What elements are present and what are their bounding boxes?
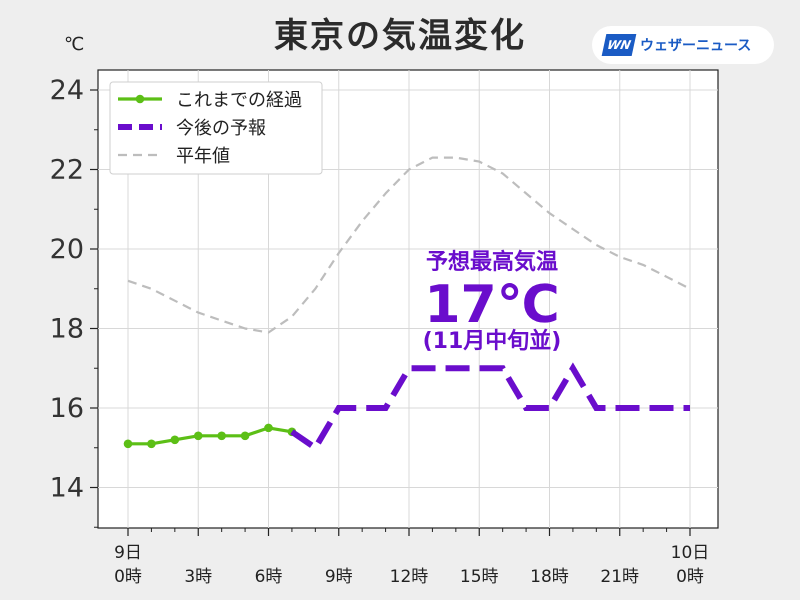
legend-box xyxy=(109,81,323,175)
legend-swatch-marker xyxy=(135,94,145,104)
x-tick-label: 15時 xyxy=(460,567,499,587)
y-tick-label: 18 xyxy=(50,314,84,345)
series-point xyxy=(240,431,250,441)
series-point xyxy=(193,431,203,441)
y-tick-label: 20 xyxy=(50,234,84,265)
weathernews-logo-text: ウェザーニュース xyxy=(640,38,752,54)
x-tick-label: 21時 xyxy=(600,567,639,587)
series-point xyxy=(217,431,226,441)
x-tick-label: 0時 xyxy=(676,567,704,587)
series-point xyxy=(123,439,133,449)
series-point xyxy=(147,439,156,449)
legend-label: 平年値 xyxy=(176,146,230,167)
x-tick-label: 9時 xyxy=(325,567,353,587)
series-line-2 xyxy=(127,156,691,334)
x-axis-ticks: 9日 0時 3時 6時 9時 12時 15時 18時 21時 10日 0時 xyxy=(114,528,709,587)
x-tick-label: 9日 xyxy=(114,543,142,563)
y-tick-label: 24 xyxy=(50,75,84,106)
y-tick-label: 22 xyxy=(50,155,84,186)
annotation-label: 予想最高気温 xyxy=(426,249,558,275)
x-tick-label: 18時 xyxy=(530,567,569,587)
annotation-value: 17℃ xyxy=(424,275,559,335)
y-axis-ticks: 14 16 18 20 22 24 xyxy=(50,75,98,528)
series-line-1 xyxy=(290,362,690,453)
y-axis-unit: ℃ xyxy=(64,34,85,55)
annotation-note: (11月中旬並) xyxy=(423,328,562,354)
legend-label: 今後の予報 xyxy=(176,118,266,139)
x-tick-label: 10日 xyxy=(671,543,710,563)
legend-label: これまでの経過 xyxy=(176,90,302,111)
x-tick-label: 6時 xyxy=(255,567,283,587)
y-tick-label: 14 xyxy=(50,473,84,504)
x-tick-label: 3時 xyxy=(184,567,212,587)
weathernews-logo: WN ウェザーニュース xyxy=(592,26,774,64)
series-point xyxy=(170,435,180,445)
x-tick-label: 0時 xyxy=(114,567,142,587)
y-tick-label: 16 xyxy=(50,393,84,424)
series-group xyxy=(123,156,691,453)
page-title: 東京の気温変化 xyxy=(274,16,526,56)
series-point xyxy=(264,423,273,433)
x-tick-label: 12時 xyxy=(390,567,429,587)
